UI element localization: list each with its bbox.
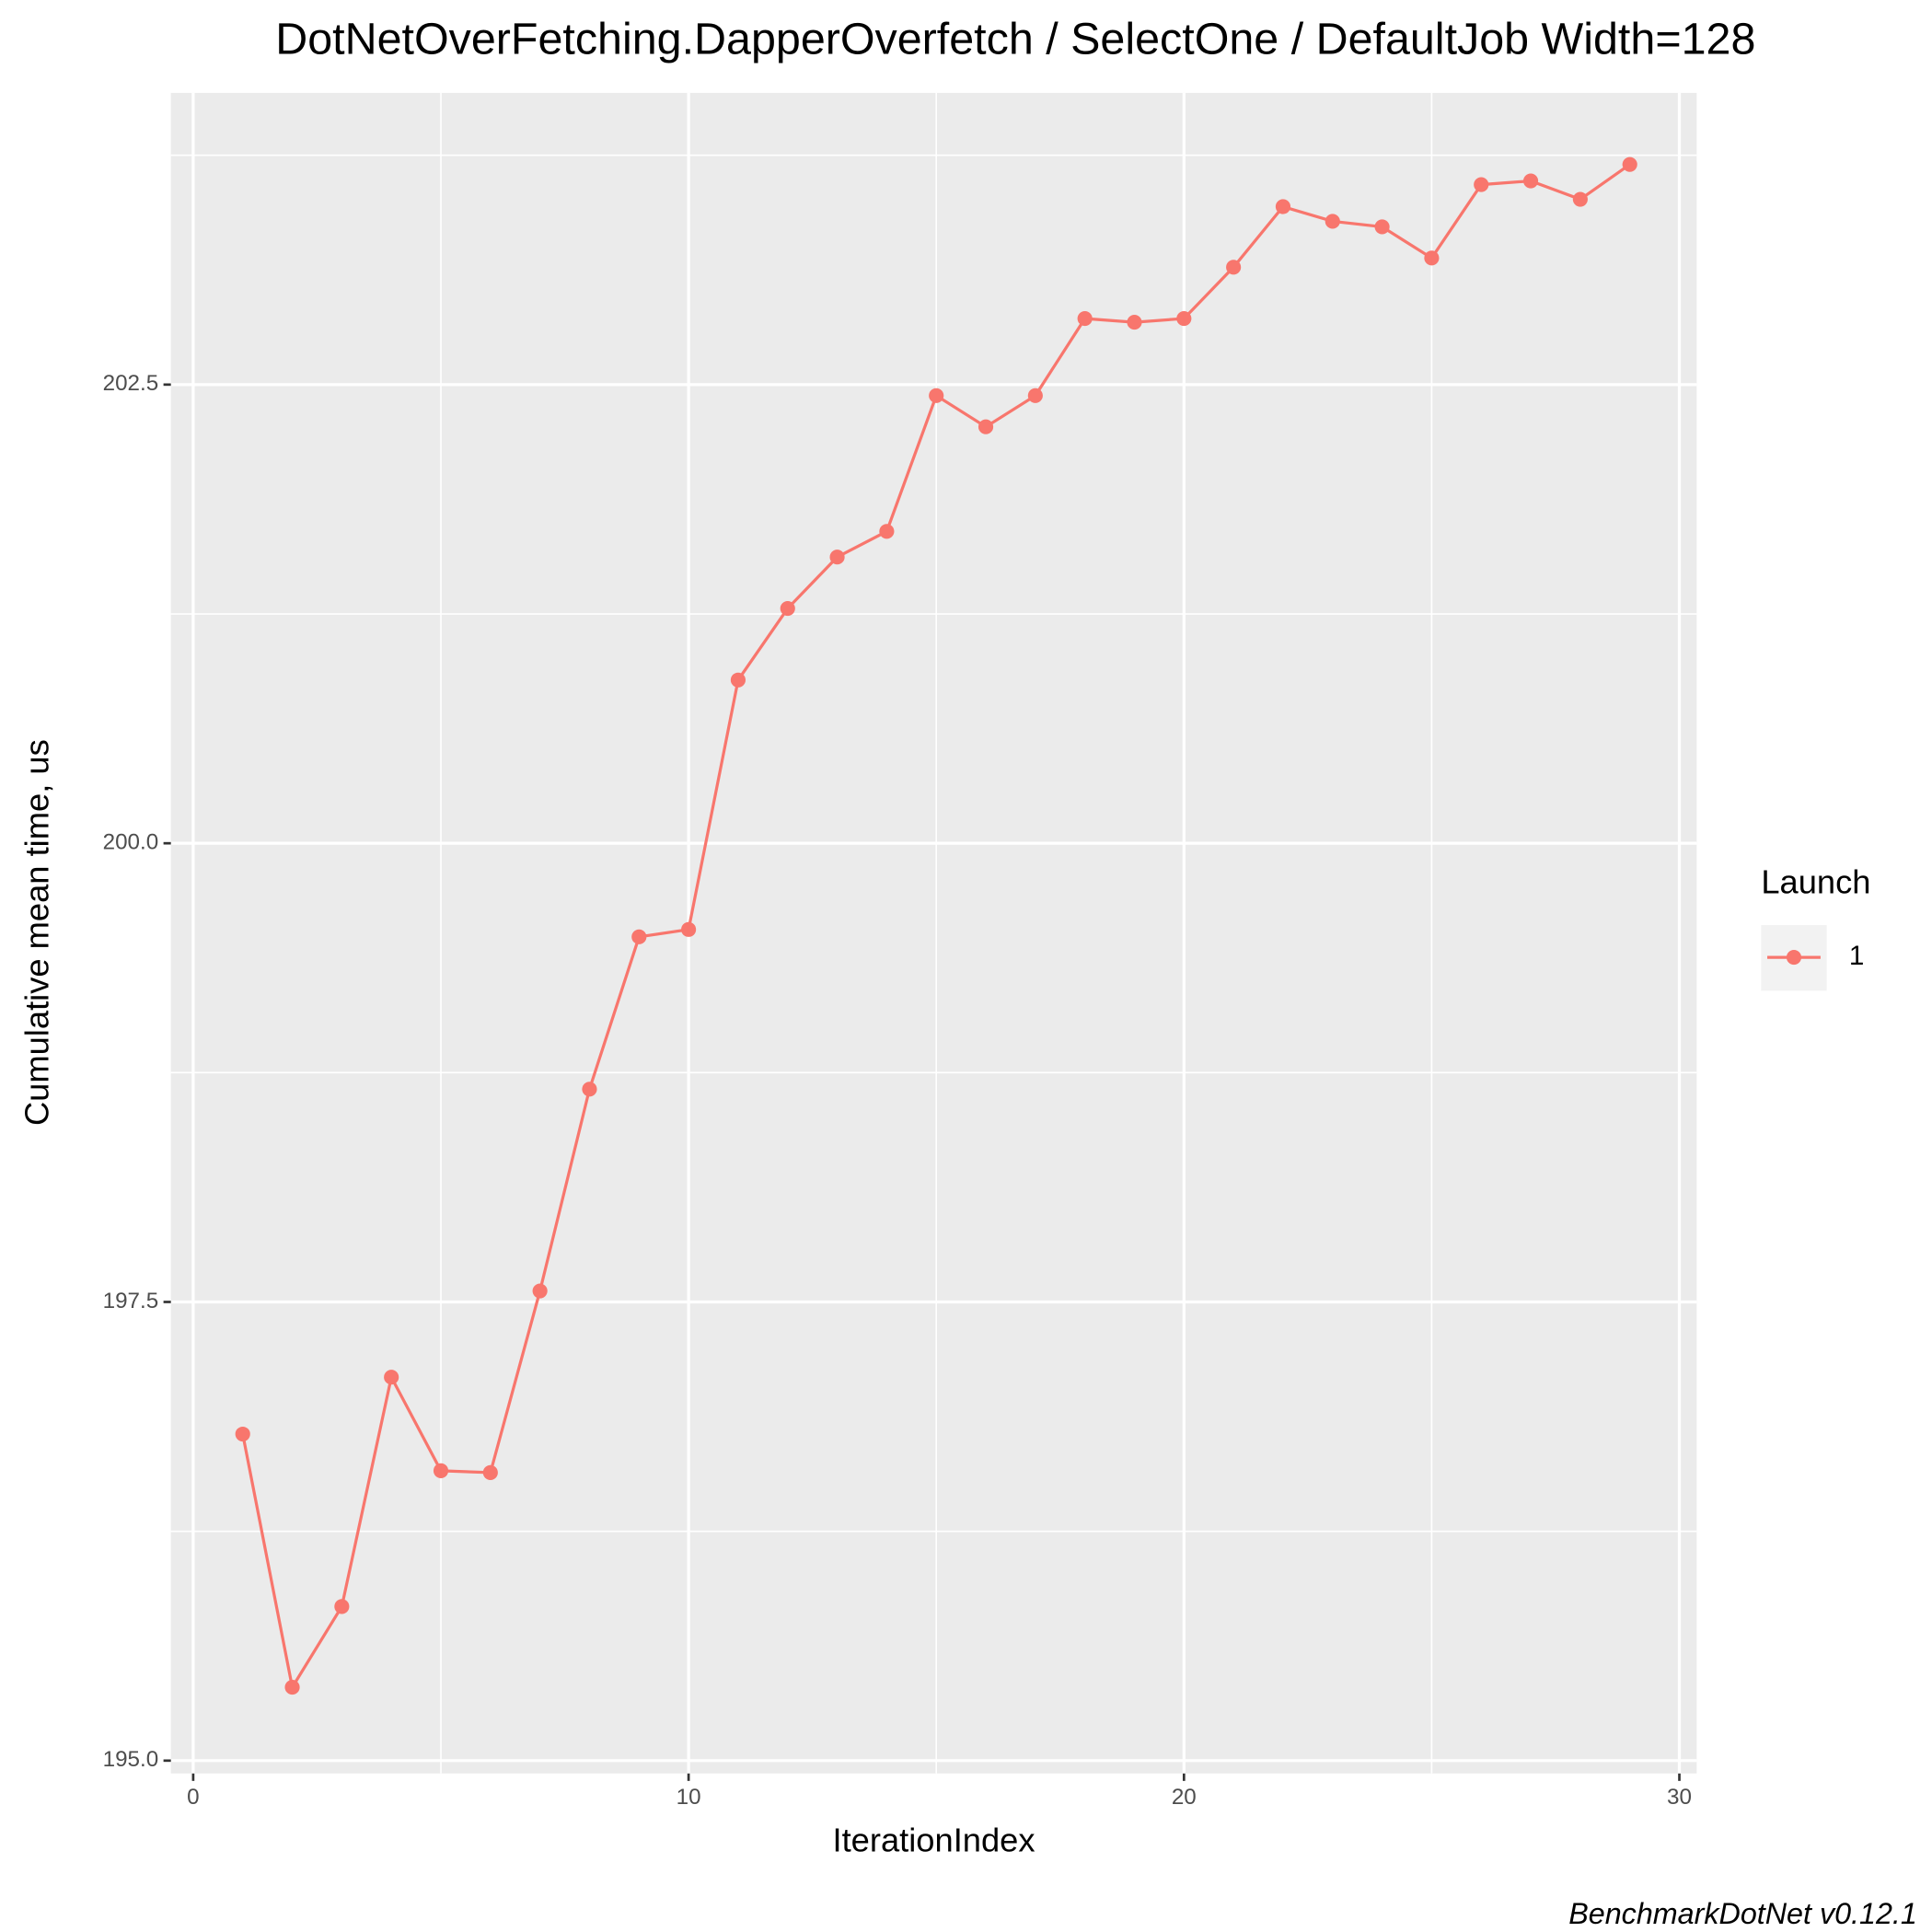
- point: [631, 929, 647, 944]
- x-tick-label: 30: [1667, 1785, 1692, 1810]
- point: [929, 388, 944, 403]
- legend-point: [1786, 950, 1802, 966]
- y-tick-label: 197.5: [103, 1289, 159, 1313]
- x-tick-label: 10: [677, 1785, 701, 1810]
- point: [334, 1599, 350, 1614]
- point: [1226, 260, 1242, 275]
- point: [1374, 219, 1390, 235]
- point: [681, 921, 697, 937]
- point: [532, 1283, 548, 1299]
- point: [829, 550, 845, 565]
- point: [384, 1370, 399, 1385]
- point: [284, 1680, 300, 1695]
- point: [1474, 177, 1489, 192]
- point: [1622, 156, 1637, 172]
- point: [1424, 250, 1440, 266]
- point: [780, 600, 795, 617]
- plot-panel: [170, 92, 1697, 1774]
- point: [1325, 214, 1340, 229]
- point: [1127, 315, 1142, 330]
- y-tick-label: 195.0: [103, 1747, 159, 1772]
- point: [582, 1082, 597, 1097]
- x-axis-title: IterationIndex: [832, 1822, 1035, 1859]
- point: [433, 1463, 449, 1478]
- point: [235, 1426, 250, 1442]
- point: [730, 672, 746, 688]
- legend-title: Launch: [1761, 862, 1870, 900]
- point: [1176, 311, 1192, 327]
- chart-title: DotNetOverFetching.DapperOverfetch / Sel…: [275, 15, 1755, 64]
- x-tick-label: 0: [187, 1785, 199, 1810]
- y-tick-label: 202.5: [103, 371, 159, 396]
- point: [1077, 311, 1093, 327]
- point: [1275, 199, 1291, 214]
- caption: BenchmarkDotNet v0.12.1: [1568, 1897, 1917, 1930]
- point: [482, 1464, 498, 1480]
- legend-label: 1: [1849, 941, 1864, 971]
- y-tick-label: 200.0: [103, 830, 159, 855]
- point: [1027, 388, 1043, 403]
- y-axis-title: Cumulative mean time, us: [18, 739, 56, 1126]
- point: [879, 524, 895, 539]
- x-tick-label: 20: [1172, 1785, 1197, 1810]
- point: [1572, 191, 1588, 207]
- point: [978, 419, 994, 434]
- point: [1522, 173, 1539, 189]
